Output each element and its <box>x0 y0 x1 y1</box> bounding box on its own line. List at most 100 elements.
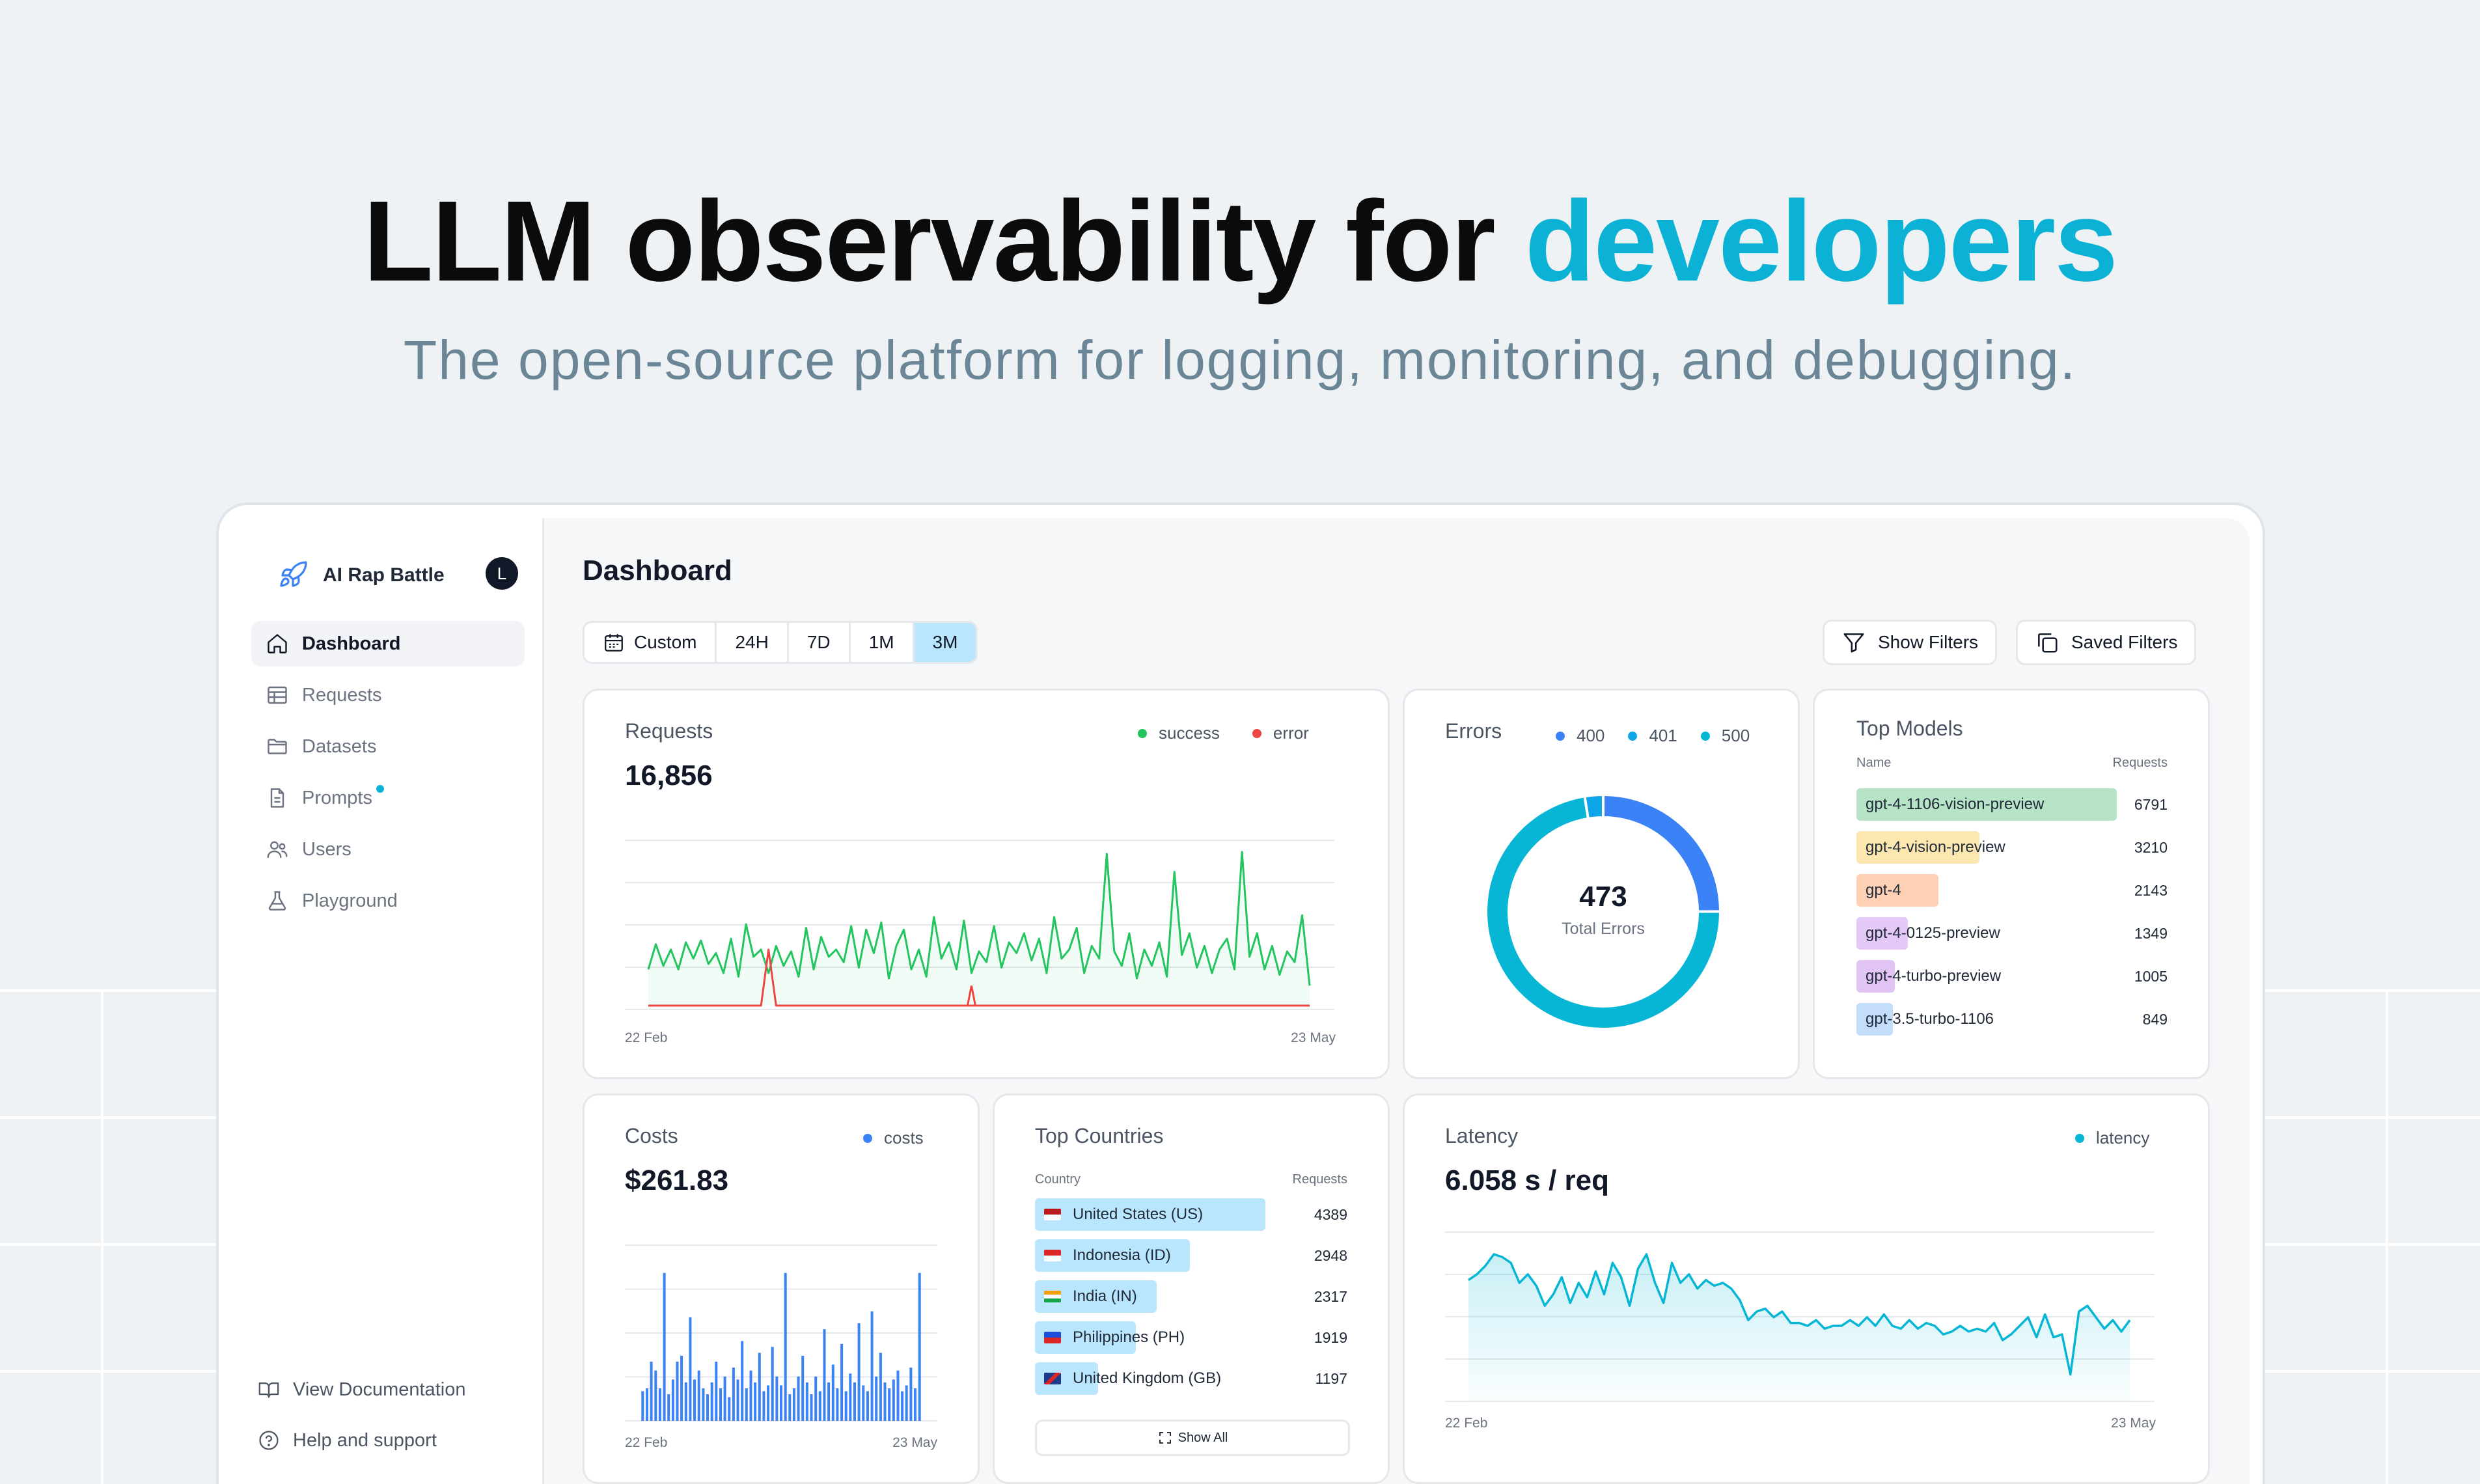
sidebar-item-dashboard[interactable]: Dashboard <box>251 621 525 666</box>
avatar[interactable]: L <box>486 557 518 590</box>
cost-bar[interactable] <box>689 1317 692 1421</box>
saved-filters-button[interactable]: Saved Filters <box>2016 620 2197 665</box>
cost-bar[interactable] <box>866 1391 869 1422</box>
hero-subtitle: The open-source platform for logging, mo… <box>403 329 2077 391</box>
view-documentation-link[interactable]: View Documentation <box>258 1379 531 1401</box>
cost-bar[interactable] <box>745 1388 748 1421</box>
top-model-row[interactable]: gpt-4-turbo-preview <box>1856 960 2117 993</box>
cost-bar[interactable] <box>875 1376 878 1421</box>
range-7d-button[interactable]: 7D <box>789 623 851 662</box>
cost-bar[interactable] <box>831 1364 834 1421</box>
country-row[interactable]: India (IN) <box>1035 1280 1265 1313</box>
country-row[interactable]: United Kingdom (GB) <box>1035 1362 1265 1395</box>
cost-bar[interactable] <box>641 1391 644 1422</box>
cost-bar[interactable] <box>892 1379 895 1421</box>
range-24h-button[interactable]: 24H <box>717 623 789 662</box>
top-model-row[interactable]: gpt-3.5-turbo-1106 <box>1856 1003 2117 1036</box>
sidebar-item-label: Dashboard <box>302 633 401 654</box>
cost-bar[interactable] <box>693 1379 696 1421</box>
cost-bar[interactable] <box>883 1382 887 1421</box>
donut-slice-500[interactable] <box>1485 794 1722 1030</box>
cost-bar[interactable] <box>654 1370 657 1421</box>
cost-bar[interactable] <box>788 1394 792 1421</box>
cost-bar[interactable] <box>758 1353 761 1422</box>
range-custom-button[interactable]: Custom <box>585 623 717 662</box>
cost-bar[interactable] <box>810 1394 813 1421</box>
country-row[interactable]: United States (US) <box>1035 1198 1265 1231</box>
cost-bar[interactable] <box>715 1362 718 1421</box>
cost-bar[interactable] <box>706 1394 709 1421</box>
cost-bar[interactable] <box>870 1311 874 1421</box>
cost-bar[interactable] <box>896 1370 900 1421</box>
cost-bar[interactable] <box>676 1362 679 1421</box>
cost-bar[interactable] <box>801 1356 805 1421</box>
show-all-countries-button[interactable]: Show All <box>1035 1420 1350 1456</box>
show-filters-button[interactable]: Show Filters <box>1823 620 1998 665</box>
cost-bar[interactable] <box>775 1376 778 1421</box>
org-switcher[interactable]: AI Rap Battle <box>277 560 445 591</box>
cost-bar[interactable] <box>749 1370 752 1421</box>
cost-bar[interactable] <box>784 1272 787 1421</box>
cost-bar[interactable] <box>836 1388 839 1421</box>
help-support-link[interactable]: Help and support <box>258 1429 531 1451</box>
cost-bar[interactable] <box>823 1329 826 1421</box>
cost-bar[interactable] <box>697 1370 700 1421</box>
cost-bar[interactable] <box>767 1385 770 1422</box>
cost-bar[interactable] <box>650 1362 653 1421</box>
cost-bar[interactable] <box>780 1385 782 1422</box>
sidebar-item-prompts[interactable]: Prompts <box>251 775 525 821</box>
range-1m-button[interactable]: 1M <box>851 623 915 662</box>
cost-bar[interactable] <box>818 1391 821 1422</box>
cost-bar[interactable] <box>762 1391 765 1422</box>
cost-bar[interactable] <box>905 1385 908 1422</box>
cost-bar[interactable] <box>918 1272 921 1421</box>
cost-bar[interactable] <box>728 1397 731 1421</box>
cost-bar[interactable] <box>879 1353 882 1422</box>
cost-bar[interactable] <box>909 1367 913 1421</box>
cost-bar[interactable] <box>862 1385 865 1422</box>
top-model-row[interactable]: gpt-4-vision-preview <box>1856 831 2117 864</box>
sidebar-item-datasets[interactable]: Datasets <box>251 724 525 769</box>
cost-bar[interactable] <box>710 1382 713 1421</box>
cost-bar[interactable] <box>732 1367 735 1421</box>
cost-bar[interactable] <box>857 1323 861 1421</box>
donut-slice-401[interactable] <box>1583 793 1605 821</box>
sidebar-item-users[interactable]: Users <box>251 827 525 872</box>
cost-bar[interactable] <box>723 1376 726 1421</box>
cost-bar[interactable] <box>827 1382 831 1421</box>
cost-bar[interactable] <box>736 1379 739 1421</box>
cost-bar[interactable] <box>741 1341 744 1421</box>
cost-bar[interactable] <box>658 1388 661 1421</box>
cost-bar[interactable] <box>702 1388 705 1421</box>
cost-bar[interactable] <box>844 1391 847 1422</box>
cost-bar[interactable] <box>771 1347 774 1421</box>
country-count: 1197 <box>1315 1370 1347 1387</box>
sidebar-item-requests[interactable]: Requests <box>251 672 525 718</box>
sidebar-item-playground[interactable]: Playground <box>251 878 525 924</box>
top-model-row[interactable]: gpt-4-0125-preview <box>1856 917 2117 950</box>
country-row[interactable]: Philippines (PH) <box>1035 1321 1265 1354</box>
range-3m-button[interactable]: 3M <box>914 623 976 662</box>
cost-bar[interactable] <box>754 1382 757 1421</box>
cost-bar[interactable] <box>797 1376 800 1421</box>
cost-bar[interactable] <box>840 1343 844 1421</box>
cost-bar[interactable] <box>814 1376 818 1421</box>
cost-bar[interactable] <box>853 1382 856 1421</box>
cost-bar[interactable] <box>914 1388 916 1421</box>
top-model-row[interactable]: gpt-4 <box>1856 874 2117 907</box>
cost-bar[interactable] <box>663 1272 666 1421</box>
cost-bar[interactable] <box>805 1382 808 1421</box>
cost-bar[interactable] <box>719 1388 722 1421</box>
cost-bar[interactable] <box>849 1373 852 1421</box>
top-model-row[interactable]: gpt-4-1106-vision-preview <box>1856 788 2117 821</box>
cost-bar[interactable] <box>684 1382 687 1421</box>
cost-bar[interactable] <box>646 1388 648 1421</box>
cost-bar[interactable] <box>671 1379 674 1421</box>
cost-bar[interactable] <box>888 1388 891 1421</box>
cost-bar[interactable] <box>680 1356 683 1421</box>
legend-400-dot <box>1556 731 1565 741</box>
cost-bar[interactable] <box>901 1391 904 1422</box>
cost-bar[interactable] <box>667 1394 670 1421</box>
cost-bar[interactable] <box>792 1388 795 1421</box>
country-row[interactable]: Indonesia (ID) <box>1035 1239 1265 1272</box>
